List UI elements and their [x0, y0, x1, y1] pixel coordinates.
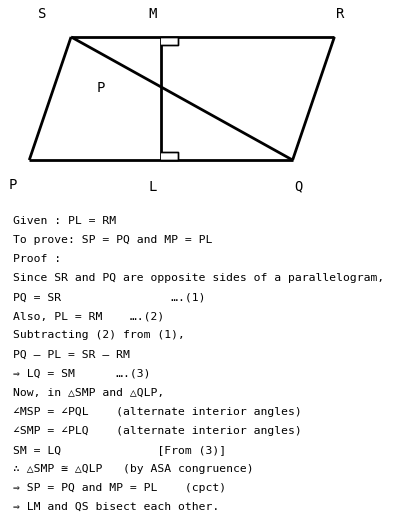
Text: ∠SMP = ∠PLQ    (alternate interior angles): ∠SMP = ∠PLQ (alternate interior angles) — [13, 426, 301, 436]
Text: ⇒ LQ = SM      ….(3): ⇒ LQ = SM ….(3) — [13, 369, 150, 379]
Text: R: R — [336, 7, 345, 22]
Text: S: S — [38, 7, 46, 22]
Text: ⇒ LM and QS bisect each other.: ⇒ LM and QS bisect each other. — [13, 502, 219, 512]
Text: ∠MSP = ∠PQL    (alternate interior angles): ∠MSP = ∠PQL (alternate interior angles) — [13, 407, 301, 417]
Text: M: M — [148, 7, 157, 22]
Text: Now, in △SMP and △QLP,: Now, in △SMP and △QLP, — [13, 388, 164, 398]
Text: ⇒ SP = PQ and MP = PL    (cpct): ⇒ SP = PQ and MP = PL (cpct) — [13, 483, 226, 493]
Bar — [161, 152, 178, 160]
Text: P: P — [96, 81, 104, 95]
Bar — [161, 37, 178, 45]
Text: Also, PL = RM    ….(2): Also, PL = RM ….(2) — [13, 311, 164, 321]
Text: Proof :: Proof : — [13, 254, 61, 264]
Text: Q: Q — [295, 180, 303, 194]
Text: Subtracting (2) from (1),: Subtracting (2) from (1), — [13, 330, 184, 341]
Text: ∴ △SMP ≅ △QLP   (by ASA congruence): ∴ △SMP ≅ △QLP (by ASA congruence) — [13, 464, 253, 474]
Text: L: L — [148, 180, 157, 194]
Text: Given : PL = RM: Given : PL = RM — [13, 216, 116, 226]
Text: PQ = SR                ….(1): PQ = SR ….(1) — [13, 292, 205, 302]
Text: Since SR and PQ are opposite sides of a parallelogram,: Since SR and PQ are opposite sides of a … — [13, 273, 384, 283]
Text: P: P — [8, 177, 17, 192]
Text: SM = LQ              [From (3)]: SM = LQ [From (3)] — [13, 445, 226, 455]
Text: PQ – PL = SR – RM: PQ – PL = SR – RM — [13, 349, 130, 360]
Text: To prove: SP = PQ and MP = PL: To prove: SP = PQ and MP = PL — [13, 235, 212, 245]
